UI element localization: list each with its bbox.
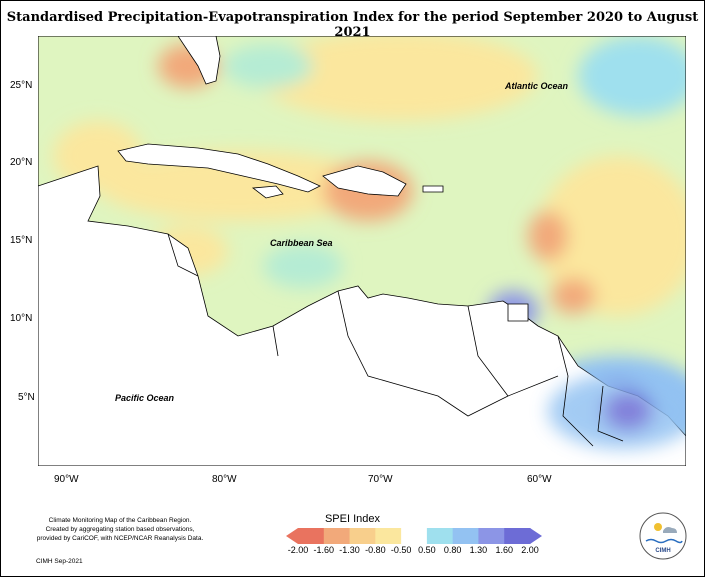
logo-sun-icon bbox=[654, 523, 662, 531]
lon-label-90: 90°W bbox=[54, 474, 79, 485]
cuba-landmass bbox=[117, 143, 321, 193]
border-suriname bbox=[597, 385, 624, 442]
legend-tick-label: -0.50 bbox=[390, 545, 412, 555]
trinidad-landmass bbox=[507, 303, 529, 322]
very-dry-zone-east bbox=[528, 211, 568, 261]
legend-swatch bbox=[323, 528, 351, 544]
legend-tick-label: 0.80 bbox=[443, 545, 462, 555]
border-venezuela bbox=[467, 305, 559, 397]
credit-line: CIMH Sep-2021 bbox=[36, 558, 83, 565]
legend-tick-label: -2.00 bbox=[287, 545, 309, 555]
logo-wave-icon bbox=[645, 538, 683, 544]
legend-swatch bbox=[478, 528, 505, 544]
land-anomaly-tints bbox=[548, 373, 686, 449]
legend-arrow-left bbox=[286, 528, 298, 544]
legend-colorbar bbox=[286, 528, 542, 544]
spei-map bbox=[38, 36, 686, 466]
border-colombia bbox=[337, 290, 509, 417]
legend-swatch bbox=[375, 528, 402, 544]
legend-tick-label: -0.80 bbox=[365, 545, 386, 555]
cimh-logo: CIMH bbox=[639, 512, 687, 560]
dry-zone-east bbox=[538, 156, 686, 316]
legend-tick-label: -1.60 bbox=[313, 545, 335, 555]
footnote-line-1: Climate Monitoring Map of the Caribbean … bbox=[48, 517, 192, 524]
lat-label-25: 25°N bbox=[10, 80, 33, 91]
dry-zone-atlantic bbox=[258, 36, 538, 121]
legend-tick-label: 0.50 bbox=[418, 545, 436, 555]
footnote-line-2: Created by aggregating station based obs… bbox=[45, 526, 195, 533]
logo-text: CIMH bbox=[655, 548, 670, 554]
dry-zone-central bbox=[98, 151, 378, 221]
legend-swatch bbox=[452, 528, 479, 544]
caribbean-sea-label: Caribbean Sea bbox=[270, 238, 333, 248]
legend-swatch bbox=[349, 528, 376, 544]
border-panama bbox=[272, 325, 279, 357]
border-guyana bbox=[557, 335, 594, 447]
lon-label-60: 60°W bbox=[527, 474, 552, 485]
legend-tick-label: 1.60 bbox=[495, 545, 513, 555]
legend-swatch bbox=[401, 528, 428, 544]
lon-label-70: 70°W bbox=[368, 474, 393, 485]
legend-title: SPEI Index bbox=[324, 513, 381, 525]
legend-swatch bbox=[298, 528, 325, 544]
hispaniola-landmass bbox=[322, 165, 407, 197]
wet-zone-north bbox=[223, 44, 313, 88]
puerto-rico-landmass bbox=[422, 185, 444, 193]
very-dry-zone-southeast bbox=[551, 278, 595, 314]
legend-swatch bbox=[426, 528, 454, 544]
lat-label-20: 20°N bbox=[10, 157, 33, 168]
logo-ring bbox=[639, 512, 687, 560]
legend-arrow-right bbox=[530, 528, 542, 544]
legend-swatch bbox=[504, 528, 531, 544]
legend-tick-label: -1.30 bbox=[339, 545, 360, 555]
florida-landmass bbox=[177, 36, 221, 85]
logo-cloud-icon bbox=[663, 527, 677, 533]
border-nicaragua bbox=[167, 233, 199, 277]
legend-tick-label: 2.00 bbox=[521, 545, 539, 555]
guiana-very-wet-tint bbox=[603, 391, 653, 431]
footnote: Climate Monitoring Map of the Caribbean … bbox=[20, 516, 220, 543]
wet-zone-northeast bbox=[578, 36, 686, 116]
lat-label-10: 10°N bbox=[10, 313, 33, 324]
borders bbox=[167, 233, 624, 447]
footnote-line-3: provided by CariCOF, with NCEP/NCAR Rean… bbox=[36, 535, 204, 542]
wet-zone-caribbean bbox=[263, 244, 343, 288]
pacific-ocean-label: Pacific Ocean bbox=[115, 393, 175, 403]
jamaica-landmass bbox=[251, 185, 284, 199]
land-masses bbox=[38, 36, 686, 466]
lon-label-80: 80°W bbox=[212, 474, 237, 485]
lat-label-5: 5°N bbox=[18, 392, 35, 403]
legend-tick-label: 1.30 bbox=[469, 545, 488, 555]
atlantic-ocean-label: Atlantic Ocean bbox=[505, 81, 569, 91]
lat-label-15: 15°N bbox=[10, 235, 33, 246]
legend-ticks: -2.00 -1.60 -1.30 -0.80 -0.50 0.50 0.80 1.30 1.6… bbox=[286, 545, 542, 557]
